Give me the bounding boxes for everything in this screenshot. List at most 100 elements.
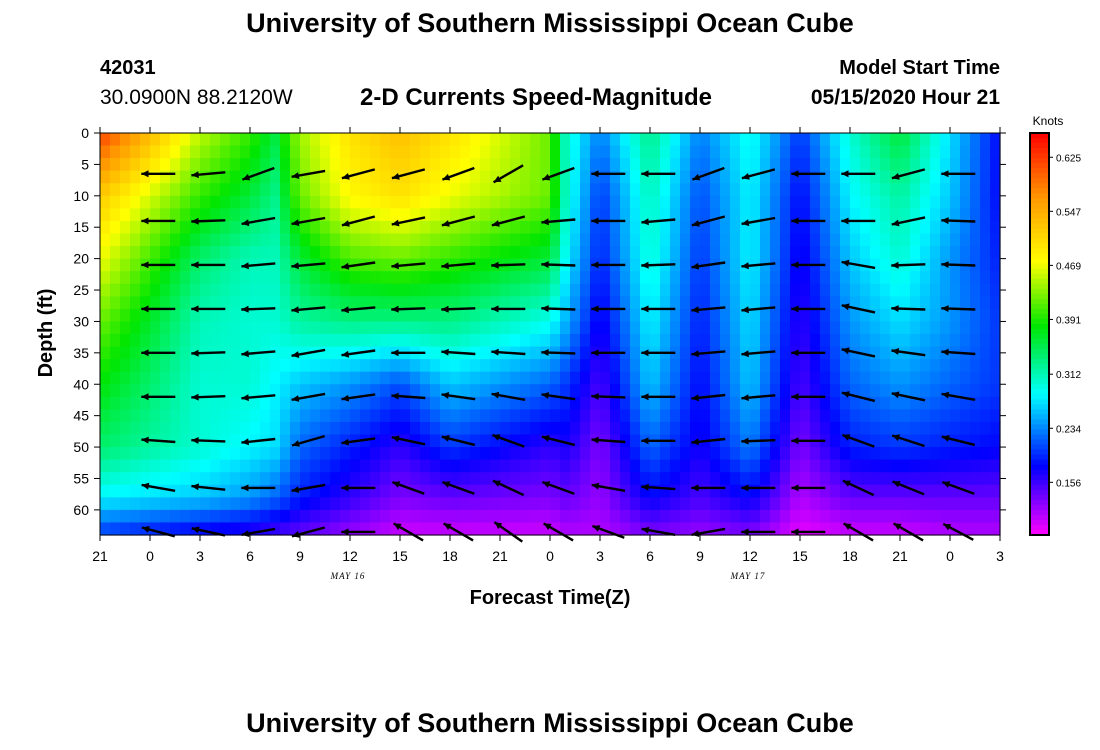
heatmap-cell	[230, 283, 241, 297]
heatmap-cell	[140, 308, 151, 323]
heatmap-cell	[820, 271, 831, 285]
heatmap-cell	[710, 459, 721, 473]
heatmap-cell	[180, 195, 191, 209]
heatmap-cell	[980, 409, 991, 423]
heatmap-cell	[700, 484, 711, 498]
heatmap-cell	[340, 321, 351, 335]
current-vector	[341, 437, 376, 446]
heatmap-cell	[610, 296, 621, 310]
heatmap-cell	[470, 308, 481, 323]
heatmap-cell	[480, 359, 491, 373]
heatmap-cell	[960, 183, 971, 197]
heatmap-cell	[830, 158, 841, 172]
heatmap-cell	[850, 459, 861, 473]
heatmap-cell	[530, 195, 541, 209]
heatmap-cell	[140, 421, 151, 436]
heatmap-cell	[100, 283, 111, 297]
heatmap-cell	[600, 308, 611, 323]
heatmap-cell	[130, 158, 141, 172]
heatmap-cell	[430, 271, 441, 285]
heatmap-cell	[810, 195, 821, 209]
heatmap-cell	[520, 421, 531, 436]
heatmap-cell	[590, 472, 601, 486]
heatmap-cell	[530, 334, 541, 348]
heatmap-cell	[480, 371, 491, 385]
heatmap-cell	[850, 246, 861, 260]
heatmap-cell	[680, 359, 691, 373]
y-tick-label: 60	[73, 502, 89, 518]
heatmap-cell	[790, 472, 801, 486]
heatmap-cell	[820, 334, 831, 348]
heatmap-cell	[640, 158, 651, 172]
heatmap-cell	[810, 158, 821, 172]
heatmap-cell	[140, 359, 151, 373]
heatmap-cell	[260, 308, 271, 323]
heatmap-cell	[110, 271, 121, 285]
heatmap-cell	[620, 459, 631, 473]
colorbar-segment	[1030, 409, 1049, 416]
heatmap-cell	[760, 296, 771, 310]
heatmap-cell	[590, 421, 601, 436]
heatmap-cell	[450, 497, 461, 511]
heatmap-cell	[280, 208, 291, 222]
current-vector	[241, 305, 276, 313]
current-vector	[691, 393, 726, 402]
heatmap-cell	[990, 497, 1001, 511]
heatmap-cell	[850, 271, 861, 285]
heatmap-cell	[180, 472, 191, 486]
heatmap-cell	[170, 183, 181, 197]
heatmap-cell	[410, 447, 421, 461]
heatmap-cell	[720, 421, 731, 436]
heatmap-cell	[240, 133, 251, 147]
heatmap-cell	[450, 472, 461, 486]
heatmap-cell	[510, 447, 521, 461]
heatmap-cell	[680, 509, 691, 524]
heatmap-cell	[610, 509, 621, 524]
heatmap-cell	[700, 271, 711, 285]
current-vector	[191, 261, 226, 269]
heatmap-cell	[190, 308, 201, 323]
heatmap-cell	[570, 308, 581, 323]
heatmap-cell	[750, 233, 761, 247]
heatmap-cell	[340, 472, 351, 486]
heatmap-cell	[110, 321, 121, 335]
colorbar-segment	[1030, 429, 1049, 436]
heatmap-cell	[520, 396, 531, 410]
heatmap-cell	[570, 283, 581, 297]
heatmap-cell	[210, 396, 221, 410]
heatmap-cell	[820, 421, 831, 436]
heatmap-cell	[250, 384, 261, 398]
heatmap-cell	[930, 459, 941, 473]
heatmap-cell	[960, 321, 971, 335]
heatmap-cell	[240, 308, 251, 323]
heatmap-cell	[970, 472, 981, 486]
heatmap-cell	[830, 459, 841, 473]
heatmap-cell	[780, 220, 791, 235]
heatmap-cell	[550, 472, 561, 486]
heatmap-cell	[610, 447, 621, 461]
current-vector	[841, 391, 876, 403]
heatmap-cell	[700, 246, 711, 260]
heatmap-cell	[630, 271, 641, 285]
heatmap-cell	[510, 246, 521, 260]
heatmap-cell	[610, 170, 621, 184]
y-tick-label: 10	[73, 188, 89, 204]
heatmap-cell	[760, 246, 771, 260]
colorbar-segment	[1030, 193, 1049, 199]
heatmap-cell	[750, 170, 761, 184]
heatmap-cell	[930, 296, 941, 310]
heatmap-cell	[710, 271, 721, 285]
heatmap-cell	[470, 334, 481, 348]
heatmap-cell	[250, 183, 261, 197]
heatmap-cell	[400, 308, 411, 323]
heatmap-cell	[520, 283, 531, 297]
heatmap-cell	[290, 246, 301, 260]
heatmap-cell	[320, 497, 331, 511]
heatmap-cell	[280, 170, 291, 184]
heatmap-cell	[880, 447, 891, 461]
heatmap-cell	[950, 359, 961, 373]
heatmap-cell	[310, 158, 321, 172]
heatmap-cell	[830, 371, 841, 385]
heatmap-cell	[650, 472, 661, 486]
heatmap-cell	[880, 421, 891, 436]
